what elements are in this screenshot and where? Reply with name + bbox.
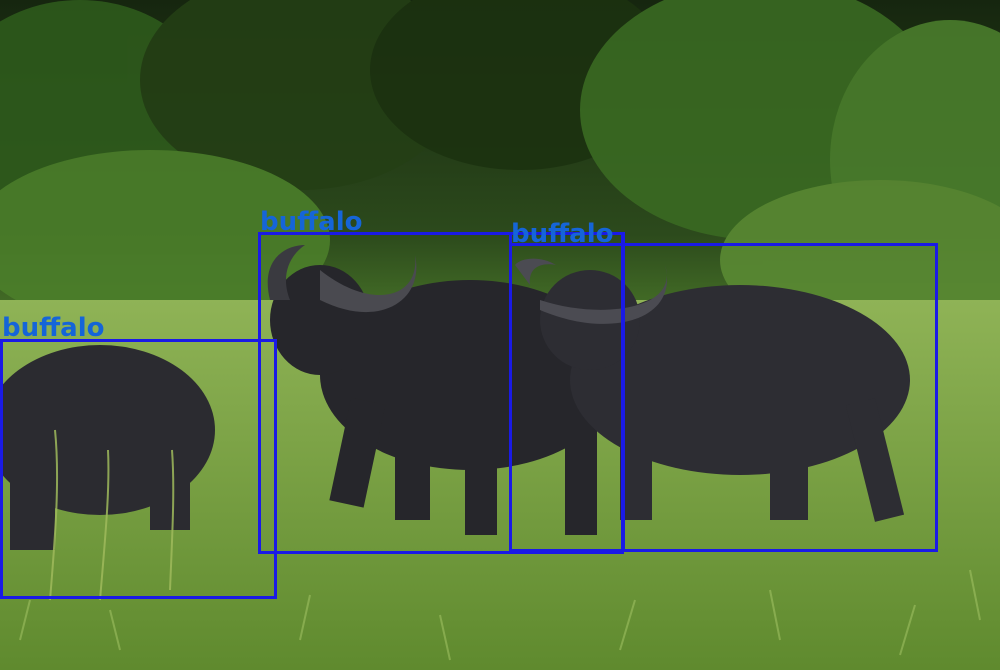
bounding-box-buffalo-right [509,243,938,552]
foreground-weeds [49,429,175,601]
buffalo-right-photo [515,258,910,522]
grass-strokes [19,569,981,661]
buffalo-center-photo [267,245,620,535]
detection-label-overlap: buffalo [511,219,614,249]
buffalo-left-photo [0,345,215,550]
bounding-box-buffalo-left [0,339,277,599]
detection-label-center: buffalo [260,207,363,237]
detection-label-left: buffalo [2,313,105,343]
forest-foliage [0,0,1000,340]
